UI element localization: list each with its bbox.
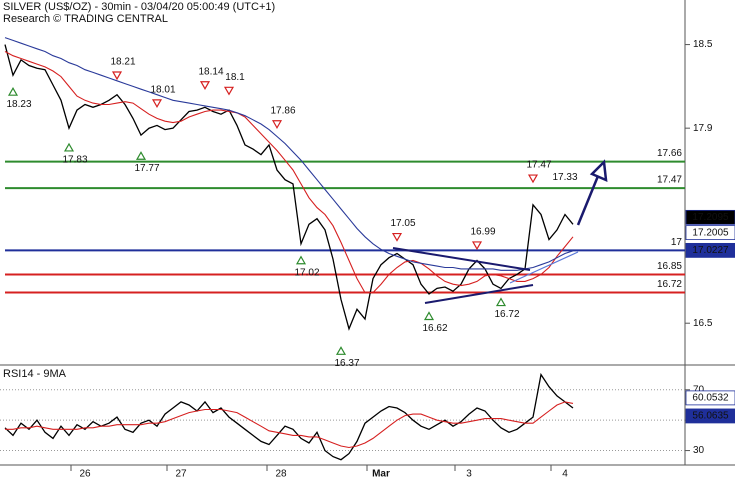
- swing-high-marker: [527, 174, 539, 184]
- series-line: [4, 51, 574, 294]
- trend-line: [392, 247, 531, 271]
- y-tick-label: 18.5: [693, 39, 713, 50]
- swing-high-marker: [223, 86, 235, 96]
- series-line: [5, 401, 574, 449]
- series-line: [4, 37, 574, 271]
- price-box: [685, 408, 735, 424]
- y-tick-label: 17.9: [693, 123, 713, 134]
- price-box-label: 17.2095: [692, 212, 729, 223]
- price-note: 17.33: [552, 172, 577, 183]
- price-box-label: 60.0532: [692, 393, 729, 404]
- swing-low-label: 17.02: [294, 267, 319, 278]
- swing-high-label: 17.86: [270, 105, 295, 116]
- swing-low-label: 17.83: [62, 155, 87, 166]
- swing-high-marker: [151, 99, 163, 109]
- swing-high-marker: [391, 232, 403, 242]
- swing-high-label: 18.14: [198, 66, 223, 77]
- swing-high-label: 17.47: [526, 160, 551, 171]
- swing-low-marker: [295, 255, 307, 265]
- level-label: 17.47: [657, 175, 682, 186]
- level-label: 16.85: [657, 261, 682, 272]
- chart-title: SILVER (US$/OZ) - 30min - 03/04/20 05:00…: [3, 1, 275, 13]
- x-tick-label: 26: [79, 469, 91, 480]
- swing-high-label: 18.01: [150, 84, 175, 95]
- forecast-arrowhead: [589, 159, 608, 182]
- swing-high-marker: [111, 71, 123, 81]
- header-bg: [0, 0, 270, 26]
- level-label: 17: [671, 237, 683, 248]
- price-box-label: 17.2005: [692, 227, 729, 238]
- price-box-label: 56.0635: [692, 411, 729, 422]
- indicator-title: RSI14 - 9MA: [3, 368, 67, 380]
- swing-low-marker: [495, 297, 507, 307]
- swing-low-marker: [423, 311, 435, 321]
- x-tick-label: 3: [466, 469, 472, 480]
- swing-low-marker: [63, 142, 75, 152]
- swing-low-marker: [335, 346, 347, 355]
- trend-line: [424, 284, 534, 304]
- y-tick-label: 70: [693, 384, 705, 395]
- swing-high-marker: [199, 81, 211, 90]
- price-box: [685, 225, 735, 241]
- swing-high-marker: [271, 120, 283, 129]
- swing-high-label: 18.21: [110, 57, 135, 68]
- price-box: [685, 390, 735, 406]
- price-box: [685, 209, 735, 225]
- swing-low-label: 16.37: [334, 358, 359, 369]
- swing-low-label: 16.62: [422, 323, 447, 334]
- y-tick-label: 30: [693, 445, 705, 456]
- level-label: 17.66: [657, 148, 682, 159]
- swing-low-label: 17.77: [134, 163, 159, 174]
- x-tick-label: 4: [562, 469, 568, 480]
- swing-low-marker: [135, 151, 147, 160]
- level-label: 16.72: [657, 279, 682, 290]
- x-tick-label: 28: [275, 469, 287, 480]
- swing-high-label: 18.1: [225, 72, 245, 83]
- swing-high-label: 17.05: [390, 218, 415, 229]
- swing-low-marker: [7, 86, 19, 96]
- trend-line: [509, 251, 579, 284]
- price-box-label: 17.0227: [692, 245, 729, 256]
- swing-low-label: 16.72: [494, 309, 519, 320]
- forecast-arrow: [576, 175, 600, 226]
- swing-low-label: 18.23: [6, 99, 31, 110]
- price-box: [685, 242, 735, 258]
- x-tick-label: 27: [175, 469, 187, 480]
- plot-layer: 18.5 17.9 16.5 17.66 17.47 17 16.85 16.72 18.23 1…: [0, 37, 735, 480]
- series-line: [4, 372, 574, 461]
- swing-high-marker: [471, 241, 483, 251]
- y-tick-label: 16.5: [693, 318, 713, 329]
- chart-subtitle: Research © TRADING CENTRAL: [3, 13, 168, 25]
- swing-high-label: 16.99: [470, 227, 495, 238]
- x-tick-label: Mar: [372, 469, 390, 480]
